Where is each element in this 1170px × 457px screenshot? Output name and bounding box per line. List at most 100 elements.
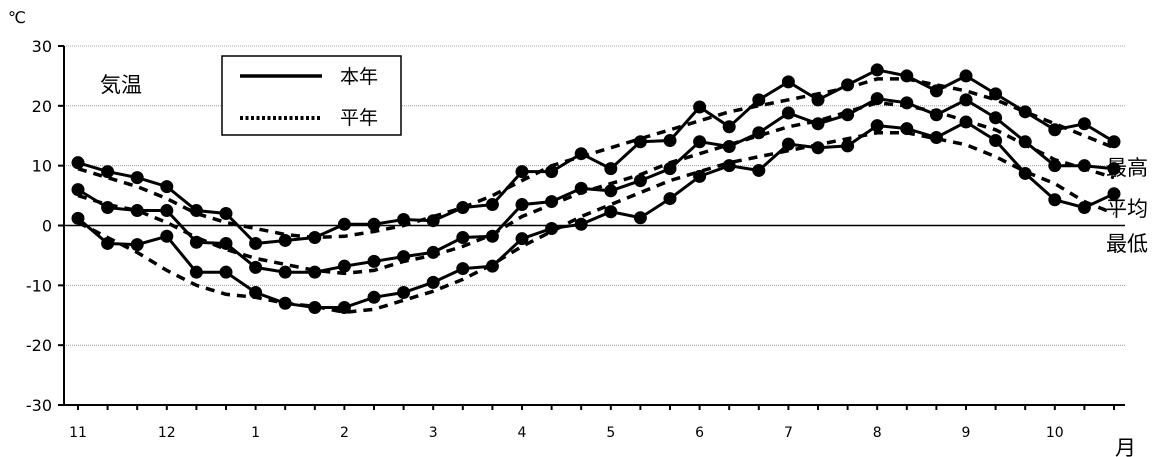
data-point	[663, 192, 677, 206]
y-axis-ticks: 30 20 10 0 -10 -20 -30	[26, 37, 64, 415]
data-point	[633, 174, 647, 188]
data-point	[604, 184, 618, 198]
data-point	[160, 180, 174, 194]
data-point	[308, 230, 322, 244]
data-point	[515, 165, 529, 179]
x-axis-ticks: 11 12 1 2 3 4 5 6 7 8 9 10	[69, 405, 1115, 441]
y-tick-label: 20	[32, 97, 52, 116]
data-point	[900, 96, 914, 110]
y-tick-label: -30	[26, 396, 52, 415]
data-point	[1048, 123, 1062, 137]
data-point	[841, 139, 855, 153]
x-tick-label: 6	[695, 425, 704, 441]
data-point	[1107, 162, 1121, 176]
data-point	[1077, 159, 1091, 173]
data-point	[308, 300, 322, 314]
data-point	[337, 259, 351, 273]
data-point	[870, 92, 884, 106]
data-point	[841, 78, 855, 92]
data-point	[574, 147, 588, 161]
data-point	[811, 141, 825, 155]
chart-title: 気温	[100, 73, 142, 97]
data-point	[811, 93, 825, 107]
data-point	[308, 265, 322, 279]
x-tick-label: 1	[251, 425, 260, 441]
data-point	[219, 265, 233, 279]
data-point	[485, 198, 499, 212]
data-point	[367, 290, 381, 304]
data-point	[870, 63, 884, 77]
series-label-min: 最低	[1106, 232, 1148, 256]
data-point	[71, 211, 85, 225]
data-point	[456, 262, 470, 276]
data-point	[989, 87, 1003, 101]
data-point	[249, 286, 263, 300]
data-point	[752, 126, 766, 140]
data-point	[989, 111, 1003, 125]
series-line	[77, 77, 1115, 240]
series-layer	[71, 63, 1121, 315]
data-point	[781, 137, 795, 151]
y-tick-label: 10	[32, 157, 52, 176]
data-point	[485, 259, 499, 273]
data-point	[574, 217, 588, 231]
data-point	[722, 140, 736, 154]
x-tick-label: 7	[784, 425, 793, 441]
legend-label-normal-year: 平年	[340, 107, 378, 129]
data-point	[278, 233, 292, 247]
data-point	[189, 204, 203, 218]
data-point	[426, 275, 440, 289]
data-point	[160, 229, 174, 243]
data-point	[101, 201, 115, 215]
data-point	[929, 84, 943, 98]
data-point	[811, 117, 825, 131]
data-point	[1018, 105, 1032, 119]
data-point	[545, 195, 559, 209]
data-point	[160, 204, 174, 218]
data-point	[426, 214, 440, 228]
data-point	[219, 207, 233, 221]
legend-label-current-year: 本年	[340, 66, 378, 88]
data-point	[545, 221, 559, 235]
data-point	[515, 232, 529, 246]
y-unit-label: ℃	[8, 8, 26, 27]
data-point	[604, 162, 618, 176]
data-point	[841, 108, 855, 122]
data-point	[663, 162, 677, 176]
data-point	[722, 159, 736, 173]
data-point	[337, 300, 351, 314]
y-tick-label: -10	[26, 276, 52, 295]
x-tick-label: 4	[518, 425, 527, 441]
data-point	[929, 108, 943, 122]
x-unit-label: 月	[1115, 436, 1136, 457]
legend-box	[221, 55, 402, 136]
data-point	[397, 213, 411, 227]
data-point	[101, 165, 115, 179]
data-point	[71, 183, 85, 197]
data-point	[101, 236, 115, 250]
x-tick-label: 12	[158, 425, 176, 441]
data-point	[456, 201, 470, 215]
data-point	[989, 134, 1003, 148]
data-point	[219, 236, 233, 250]
data-point	[397, 250, 411, 264]
x-tick-label: 9	[962, 425, 971, 441]
data-point	[130, 204, 144, 218]
data-point	[1107, 135, 1121, 149]
data-point	[337, 217, 351, 231]
data-point	[1048, 159, 1062, 173]
data-point	[574, 181, 588, 195]
data-point	[1077, 201, 1091, 215]
data-point	[189, 235, 203, 249]
series-label-mean: 平均	[1106, 197, 1148, 221]
data-point	[130, 171, 144, 185]
data-point	[959, 69, 973, 83]
data-point	[900, 122, 914, 136]
data-point	[1107, 187, 1121, 201]
data-point	[959, 93, 973, 107]
data-point	[367, 254, 381, 268]
data-point	[1048, 193, 1062, 207]
data-point	[693, 135, 707, 149]
data-point	[1018, 135, 1032, 149]
